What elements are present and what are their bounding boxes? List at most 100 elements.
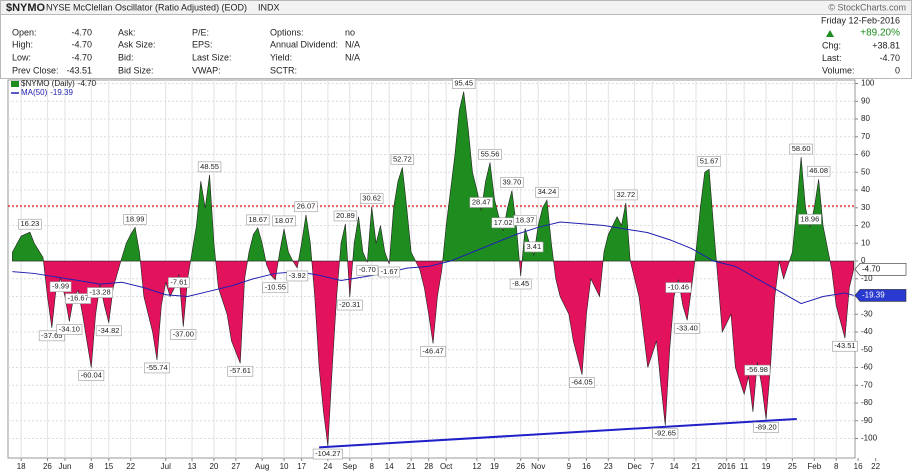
x-tick-label: 12 <box>472 462 481 471</box>
data-label: -8.45 <box>512 279 529 288</box>
quote-value: N/A <box>345 39 360 49</box>
y-tick-label: -30 <box>861 309 873 318</box>
x-tick-label: Oct <box>440 462 453 471</box>
x-tick-label: 25 <box>788 462 797 471</box>
x-tick-label: Sep <box>343 462 358 471</box>
quote-label: SCTR: <box>270 65 297 75</box>
x-tick-label: 18 <box>17 462 26 471</box>
x-tick-label: 17 <box>297 462 306 471</box>
x-tick-label: 21 <box>692 462 701 471</box>
data-label: -13.28 <box>89 288 110 297</box>
data-label: -89.20 <box>755 422 776 431</box>
data-label: -20.31 <box>339 300 360 309</box>
label-box <box>56 324 83 335</box>
label-box <box>452 78 476 89</box>
data-label: -37.00 <box>173 330 194 339</box>
plot: -100-90-80-70-60-50-40-30-20-10010203040… <box>7 78 907 471</box>
quote-label: Options: <box>270 27 304 37</box>
data-label: -7.61 <box>170 278 187 287</box>
quote-label: Prev Close: <box>12 65 59 75</box>
y-tick-label: -100 <box>861 434 878 443</box>
x-tick-label: 23 <box>604 462 613 471</box>
x-tick-label: 7 <box>650 462 655 471</box>
label-box <box>312 448 343 460</box>
y-tick-label: 10 <box>861 238 870 247</box>
label-box <box>390 154 415 165</box>
x-tick-label: 26 <box>516 462 525 471</box>
data-label: -1.67 <box>381 267 398 276</box>
quote-label: Open: <box>12 27 37 37</box>
last-value-tag <box>854 289 907 302</box>
ma-line <box>12 221 854 305</box>
data-label: 46.08 <box>809 166 828 175</box>
data-label: 58.60 <box>792 144 811 153</box>
y-tick-label: 50 <box>861 167 870 176</box>
quote-table: Open: -4.70 High: -4.70 Low: -4.70 Prev Close:… <box>12 27 900 75</box>
label-box <box>272 215 296 227</box>
label-box <box>569 377 595 388</box>
quote-label: P/E: <box>192 27 209 37</box>
label-box <box>95 325 122 337</box>
symbol: $NYMO <box>6 2 46 14</box>
x-tick-label: Feb <box>807 462 821 471</box>
x-tick-label: 22 <box>871 462 880 471</box>
x-tick-label: 22 <box>126 462 135 471</box>
label-box <box>38 330 65 342</box>
data-label: 26.07 <box>297 202 316 211</box>
data-label: 32.72 <box>616 190 635 199</box>
label-box <box>286 270 309 282</box>
date: Friday 12-Feb-2016 <box>821 15 900 25</box>
data-label: 17.02 <box>494 218 513 227</box>
y-tick-label: -60 <box>861 363 873 372</box>
y-tick-label: 0 <box>861 256 866 265</box>
label-box <box>806 165 831 177</box>
label-box <box>535 186 559 198</box>
label-box <box>744 364 771 376</box>
data-label: 18.99 <box>126 214 145 223</box>
y-tick-label: 90 <box>861 96 870 105</box>
change-pct: +89.20% <box>860 28 900 39</box>
data-label: -0.70 <box>359 265 376 274</box>
quote-label: High: <box>12 39 33 49</box>
x-tick-label: 15 <box>104 462 113 471</box>
data-label: 30.62 <box>362 194 381 203</box>
data-label: -33.40 <box>677 323 698 332</box>
data-label: -43.51 <box>834 341 855 350</box>
label-box <box>500 177 524 188</box>
stat-value: 0 <box>895 65 900 75</box>
x-tick-label: 27 <box>231 462 240 471</box>
x-tick-label: 24 <box>323 462 332 471</box>
x-tick-label: Dec <box>627 462 641 471</box>
data-label: -56.98 <box>747 365 768 374</box>
data-label: -16.67 <box>67 294 88 303</box>
label-box <box>789 143 813 155</box>
stat-value: -4.70 <box>879 53 900 63</box>
label-box <box>18 218 42 230</box>
data-label: -34.82 <box>98 326 119 335</box>
label-box <box>697 156 721 167</box>
data-label: -3.92 <box>289 271 306 280</box>
label-box <box>197 161 222 173</box>
legend-name: MA(50) <box>21 88 48 97</box>
label-box <box>333 210 358 222</box>
stat-value: +38.81 <box>872 40 900 50</box>
up-arrow <box>826 30 834 37</box>
data-label: 3.41 <box>527 242 542 251</box>
trendline <box>319 417 797 449</box>
y-tick-label: -10 <box>861 274 873 283</box>
quote-label: Ask: <box>118 27 136 37</box>
data-label: -104.27 <box>315 449 340 458</box>
x-tick-label: 14 <box>670 462 679 471</box>
y-tick-label: -70 <box>861 380 873 389</box>
label-box <box>524 241 544 253</box>
quote-value: -4.70 <box>71 39 92 49</box>
data-label: 51.67 <box>700 156 719 165</box>
x-tick-label: 8 <box>834 462 839 471</box>
quote-label: Bid Size: <box>118 65 154 75</box>
x-tick-label: 16 <box>854 462 863 471</box>
label-box <box>123 214 147 225</box>
quote-value: N/A <box>345 52 360 62</box>
label-box <box>478 149 502 160</box>
quote-value: no <box>345 27 355 37</box>
label-box <box>832 340 858 352</box>
